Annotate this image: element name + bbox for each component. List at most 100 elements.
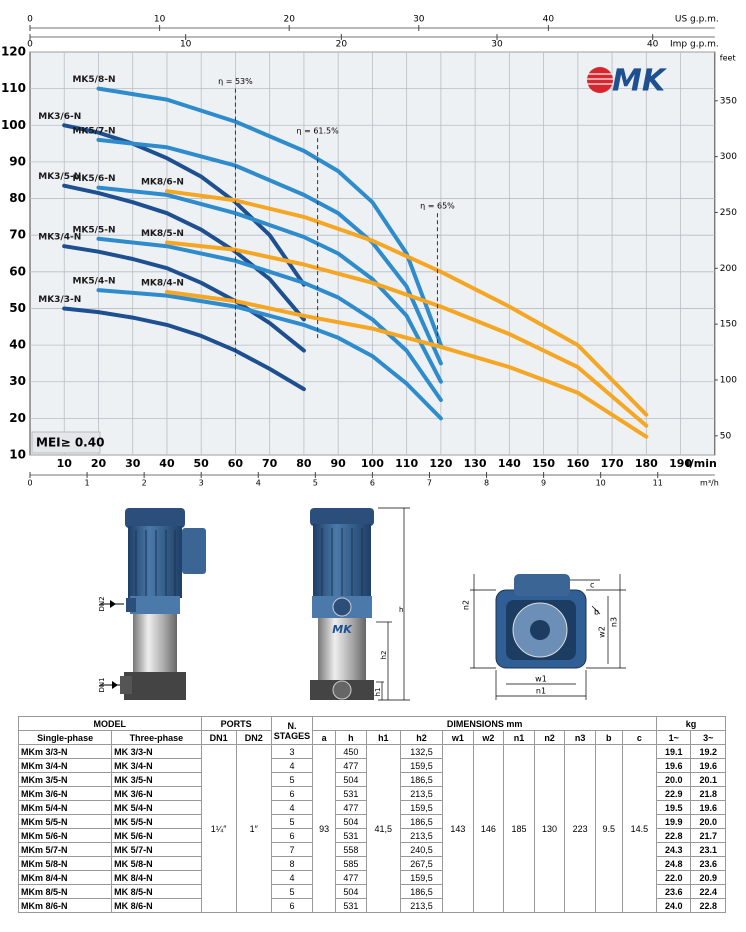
table-cell: 4 [270,758,314,773]
tick-label: 200 [720,264,737,274]
table-cell: MKm 3/4-N [17,758,113,773]
table-cell: 22.9 [656,786,692,801]
table-cell: 21.8 [690,786,726,801]
y-tick-label: 70 [9,228,26,242]
dn1-label: DN1 [98,677,106,692]
curve-label: MK5/5-N [72,225,115,235]
table-cell: 9.5 [594,744,623,913]
tick-label: 6 [370,479,375,488]
tick-label: 100 [720,375,737,385]
table-cell: 24.8 [656,856,692,871]
table-cell: 477 [335,870,367,885]
table-cell: MKm 3/3-N [17,744,113,759]
curve-label: MK5/4-N [72,277,115,287]
x-tick-label: 50 [194,457,210,470]
table-row: Single-phase Three-phase DN1 DN2 a h h1 h2 w1 w2 n… [17,730,726,745]
x-tick-label: 130 [464,457,487,470]
b-label: b [594,608,599,617]
tick-label: 10 [180,40,192,50]
pump-curve [96,137,443,366]
table-cell: DN2 [235,730,272,745]
table-cell: 19.6 [656,758,692,773]
table-cell: 41,5 [365,744,402,913]
tick-label: 10 [596,479,606,488]
tick-label: 8 [484,479,489,488]
tick-label: 0 [27,479,32,488]
curve-label: MK3/5-N [38,172,81,182]
table-cell: 185 [503,744,535,913]
y-tick-label: 30 [9,374,26,388]
tick-label: 30 [413,15,425,25]
table-cell: 3~ [690,730,726,745]
table-cell: PORTS [200,716,272,731]
pump-side-view: DN2 DN1 [98,508,206,700]
x-tick-label: 120 [429,457,452,470]
table-cell: 213,5 [400,828,444,843]
tick-label: 1 [85,479,90,488]
tick-label: 7 [427,479,432,488]
x-tick-label: 20 [91,457,107,470]
table-row: MKm 3/3-N MK 3/3-N 1¼″ 1″ 3 93 450 41,5 132,5 143… [17,744,726,913]
table-row: MKm 5/6-N MK 5/6-N 6 531 213,5 22.8 21.7 [17,828,726,843]
tick-label: 3 [199,479,204,488]
efficiency-label: η = 61.5% [296,127,339,136]
table-cell: 20.0 [656,772,692,787]
table-cell: 504 [335,772,367,787]
table-cell: n1 [503,730,535,745]
h1-label: h1 [374,688,382,697]
table-cell: 4 [270,800,314,815]
table-cell: 159,5 [400,758,444,773]
y-tick-label: 10 [9,448,26,462]
axis-label: Imp g.p.m. [670,40,719,50]
dn2-label: DN2 [98,596,106,611]
table-cell: 23.1 [690,842,726,857]
table-cell: w2 [472,730,505,745]
table-cell: DN1 [200,730,237,745]
table-cell: 20.1 [690,772,726,787]
table-cell: 5 [270,772,314,787]
table-cell: w1 [442,730,474,745]
x-tick-label: 180 [635,457,658,470]
h-label: h [399,606,403,614]
table-cell: 23.6 [656,884,692,899]
table-cell: 531 [335,786,367,801]
table-cell: MKm 5/8-N [17,856,113,871]
table-cell: 585 [335,856,367,871]
table-cell: 531 [335,898,367,913]
x-tick-label: 90 [331,457,347,470]
table-cell: 3 [270,744,314,759]
x-tick-label: 150 [532,457,555,470]
y-tick-label: 20 [9,411,26,425]
y-tick-label: 100 [1,118,26,132]
w2-label: w2 [598,626,607,638]
pump-curve [165,240,649,428]
table-cell: kg [656,716,726,731]
table-cell: 159,5 [400,870,444,885]
table-cell: 477 [335,800,367,815]
table-cell: 223 [564,744,596,913]
table-cell: 5 [270,884,314,899]
table-cell: MKm 8/6-N [17,898,113,913]
tick-label: 250 [720,208,737,218]
table-cell: 23.6 [690,856,726,871]
table-cell: 19.2 [690,744,726,759]
table-cell: n3 [564,730,596,745]
table-cell: 213,5 [400,786,444,801]
pump-curve [165,290,649,439]
table-cell: MK 3/6-N [111,786,202,801]
table-row: MODEL PORTS N. STAGES DIMENSIONS mm kg [18,716,726,745]
table-cell: MKm 5/5-N [17,814,113,829]
y-tick-label: 50 [9,301,26,315]
efficiency-label: η = 53% [218,77,253,86]
table-cell: c [621,730,658,745]
tick-label: 40 [647,40,659,50]
tick-label: 9 [541,479,546,488]
curve-label: MK5/7-N [72,126,115,136]
table-cell: MK 3/4-N [111,758,202,773]
n3-label: n3 [610,617,619,627]
y-tick-label: 120 [1,45,26,59]
table-cell: 504 [335,884,367,899]
x-tick-label: 170 [601,457,624,470]
table-cell: 132,5 [400,744,444,759]
